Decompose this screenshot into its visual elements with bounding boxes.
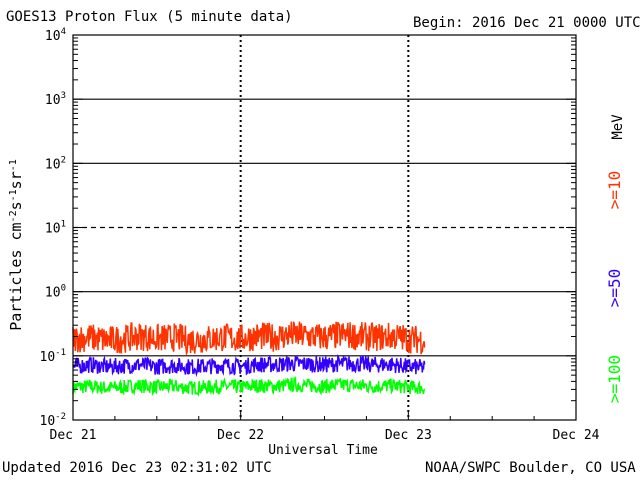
series-layer [72, 321, 426, 397]
legend-unit: MeV [610, 114, 626, 140]
y-tick-label-5: 103 [45, 91, 66, 108]
grid-layer [73, 35, 576, 420]
x-tick-label-1: Dec 22 [217, 428, 264, 443]
legend-p100: >=100 [605, 355, 624, 403]
y-tick-label-0: 10-2 [40, 412, 67, 429]
series-line-2 [72, 375, 426, 397]
x-tick-label-0: Dec 21 [50, 428, 97, 443]
y-tick-label-3: 101 [45, 220, 66, 237]
credit-label: NOAA/SWPC Boulder, CO USA [425, 460, 636, 476]
legend-p50: >=50 [605, 269, 624, 308]
begin-time-label: Begin: 2016 Dec 21 0000 UTC [413, 15, 640, 31]
y-tick-label-2: 100 [45, 284, 66, 301]
x-tick-label-3: Dec 24 [553, 428, 600, 443]
series-line-1 [72, 353, 426, 378]
y-axis-label: Particles cm-2s-1sr-1 [7, 159, 25, 331]
series-line-0 [72, 321, 426, 357]
updated-time-label: Updated 2016 Dec 23 02:31:02 UTC [2, 460, 272, 476]
legend-p10: >=10 [605, 171, 624, 210]
x-axis-label: Universal Time [268, 443, 378, 458]
x-tick-label-2: Dec 23 [385, 428, 432, 443]
chart-title: GOES13 Proton Flux (5 minute data) [6, 9, 293, 25]
y-tick-label-1: 10-1 [40, 348, 67, 365]
y-tick-label-4: 102 [45, 155, 66, 172]
y-tick-label-6: 104 [45, 27, 66, 44]
